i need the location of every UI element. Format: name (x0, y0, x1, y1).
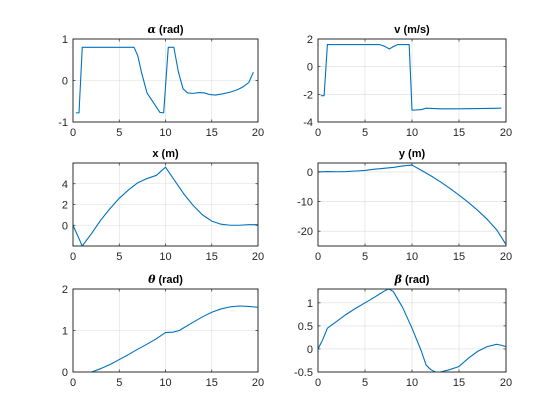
title-velocity-text: v (m/s) (394, 24, 430, 36)
y-tick-label-1: -2 (303, 89, 313, 101)
y-tick-label-3: 2 (307, 34, 313, 46)
x-tick-label-4: 20 (252, 377, 264, 389)
series-line-0 (318, 289, 506, 372)
x-tick-label-1: 5 (362, 377, 368, 389)
x-tick-label-4: 20 (500, 377, 512, 389)
x-tick-label-3: 15 (206, 127, 218, 139)
x-tick-label-2: 10 (406, 127, 418, 139)
title-beta: β (rad) (394, 273, 430, 286)
title-y-position: y (m) (399, 148, 426, 160)
title-beta-symbol: β (394, 273, 403, 286)
series-line-0 (73, 166, 258, 246)
title-x-position: x (m) (152, 148, 179, 160)
title-theta: θ (rad) (148, 273, 183, 286)
y-tick-label-2: 1 (62, 34, 68, 46)
title-alpha-symbol: α (148, 23, 157, 36)
x-tick-label-2: 10 (159, 251, 171, 263)
y-tick-label-2: 0 (307, 62, 313, 74)
y-tick-label-3: 1 (307, 298, 313, 310)
title-alpha: α (rad) (148, 23, 184, 36)
series-line-0 (73, 305, 258, 372)
y-tick-label-1: -10 (297, 197, 313, 209)
x-tick-label-2: 10 (159, 377, 171, 389)
y-tick-label-0: -4 (303, 117, 313, 129)
y-tick-label-1: 0 (62, 76, 68, 88)
y-tick-label-1: 0 (307, 344, 313, 356)
title-theta-symbol: θ (148, 273, 156, 286)
x-tick-label-3: 15 (453, 251, 465, 263)
x-tick-label-4: 20 (500, 251, 512, 263)
series-line-0 (75, 46, 254, 114)
x-tick-label-0: 0 (315, 127, 321, 139)
x-tick-label-0: 0 (70, 377, 76, 389)
x-tick-label-4: 20 (500, 127, 512, 139)
title-theta-text: (rad) (155, 274, 183, 286)
x-tick-label-3: 15 (453, 127, 465, 139)
title-y-position-text: y (m) (399, 148, 426, 160)
y-tick-label-0: -1 (58, 117, 68, 129)
x-tick-label-1: 5 (116, 127, 122, 139)
subplot-beta: 0 5 10 15 20-0.500.51β (rad) (294, 273, 512, 389)
x-tick-label-2: 10 (406, 377, 418, 389)
x-tick-label-3: 15 (206, 251, 218, 263)
x-tick-label-0: 0 (315, 251, 321, 263)
x-tick-label-4: 20 (252, 251, 264, 263)
title-alpha-text: (rad) (156, 24, 184, 36)
y-tick-label-2: 0.5 (298, 321, 313, 333)
title-beta-text: (rad) (402, 274, 430, 286)
y-tick-label-1: 2 (62, 200, 68, 212)
y-tick-label-1: 1 (62, 326, 68, 338)
x-tick-label-0: 0 (315, 377, 321, 389)
x-tick-label-0: 0 (70, 251, 76, 263)
x-tick-label-3: 15 (206, 377, 218, 389)
y-tick-label-0: -0.5 (294, 367, 313, 379)
title-velocity: v (m/s) (394, 24, 430, 36)
y-tick-label-2: 2 (62, 284, 68, 296)
x-tick-label-1: 5 (362, 127, 368, 139)
x-tick-label-1: 5 (116, 377, 122, 389)
y-tick-label-2: 4 (62, 179, 68, 191)
x-tick-label-1: 5 (362, 251, 368, 263)
x-tick-label-3: 15 (453, 377, 465, 389)
subplot-theta: 0 5 10 15 20 0 1 2 θ (rad) (62, 273, 264, 389)
x-tick-label-0: 0 (70, 127, 76, 139)
y-tick-label-0: 0 (62, 367, 68, 379)
y-tick-label-0: 0 (62, 220, 68, 232)
title-x-position-text: x (m) (152, 148, 179, 160)
subplot-x-position: 0 5 10 15 20 0 2 4 x (m) (62, 148, 264, 263)
subplot-velocity: 0 5 10 15 20 -4 -2 0 2 v (m/s) (303, 24, 512, 139)
series-line-0 (320, 43, 502, 111)
y-tick-label-0: -20 (297, 226, 313, 238)
subplot-y-position: 0 5 10 15 20 -20 -10 0 y (m) (297, 148, 512, 263)
x-tick-label-2: 10 (406, 251, 418, 263)
x-tick-label-1: 5 (116, 251, 122, 263)
x-tick-label-2: 10 (159, 127, 171, 139)
x-tick-label-4: 20 (252, 127, 264, 139)
y-tick-label-2: 0 (307, 167, 313, 179)
